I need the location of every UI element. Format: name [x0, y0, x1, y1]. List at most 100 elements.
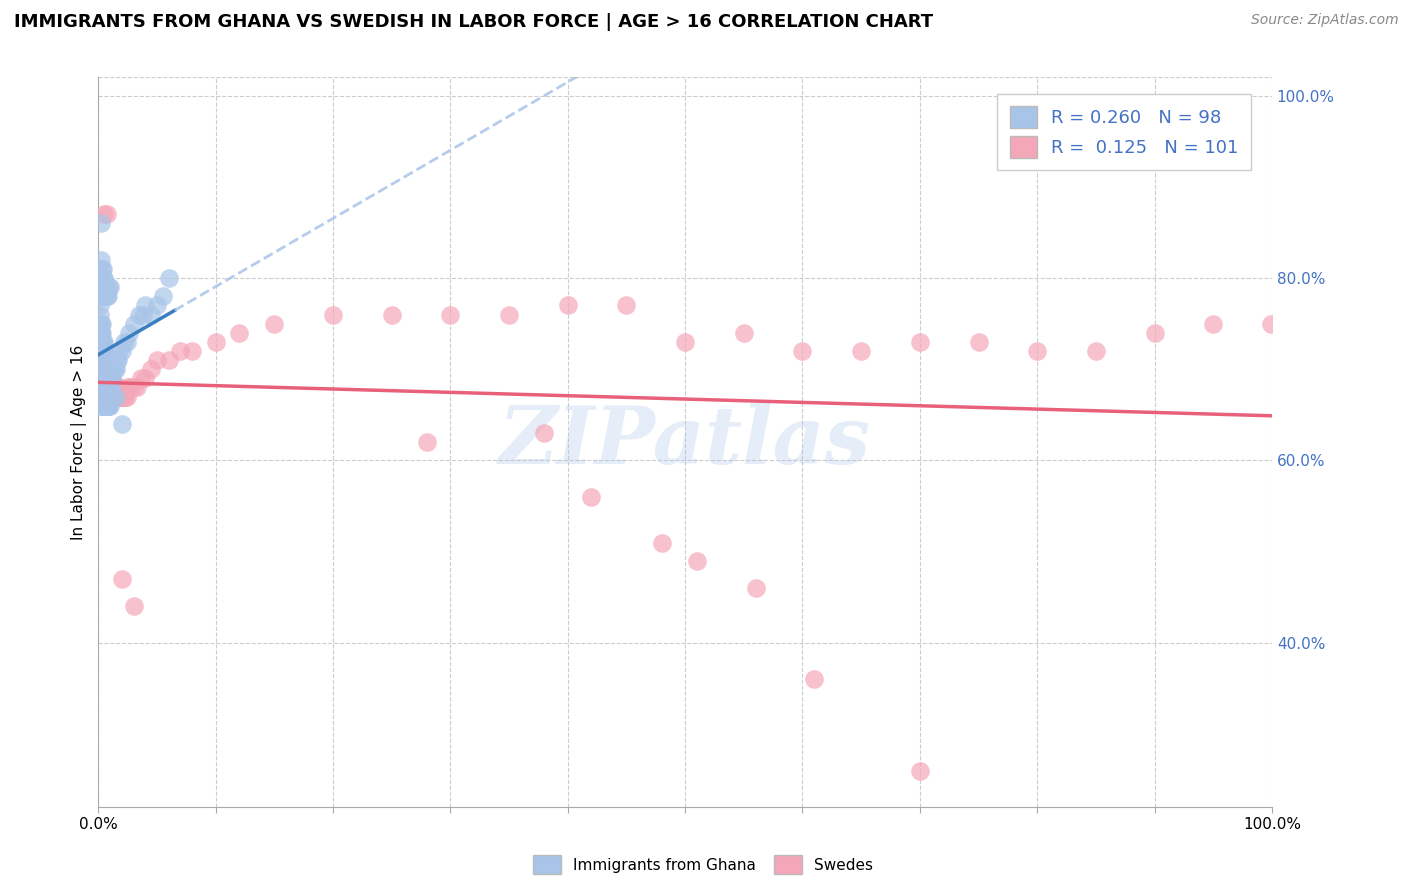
Point [104, 362, 127, 376]
Point [381, 308, 404, 322]
Point [90, 371, 112, 385]
Point [90, 380, 112, 394]
Point [91, 362, 114, 376]
Point [439, 308, 461, 322]
Point [94, 344, 117, 359]
Point [91, 380, 114, 394]
Point [97, 390, 120, 404]
Point [128, 308, 150, 322]
Point [94, 362, 117, 376]
Point [93, 207, 115, 221]
Point [97, 380, 120, 394]
Point [98, 399, 121, 413]
Point [1084, 344, 1107, 359]
Point [557, 298, 579, 312]
Point [107, 380, 129, 394]
Point [91, 371, 114, 385]
Point [107, 390, 129, 404]
Point [91, 362, 114, 376]
Point [89, 362, 111, 376]
Point [1143, 326, 1166, 340]
Point [90, 353, 112, 368]
Point [90, 362, 112, 376]
Point [967, 334, 990, 349]
Point [129, 371, 152, 385]
Point [91, 390, 114, 404]
Point [89, 344, 111, 359]
Point [90, 399, 112, 413]
Point [96, 380, 118, 394]
Point [416, 435, 439, 450]
Point [111, 390, 134, 404]
Point [111, 344, 134, 359]
Point [108, 344, 131, 359]
Point [96, 207, 118, 221]
Point [89, 326, 111, 340]
Point [90, 252, 112, 267]
Point [908, 334, 931, 349]
Point [103, 390, 125, 404]
Point [673, 334, 696, 349]
Point [93, 280, 115, 294]
Point [90, 334, 112, 349]
Point [89, 362, 111, 376]
Point [90, 317, 112, 331]
Point [90, 271, 112, 285]
Point [141, 362, 163, 376]
Point [181, 344, 204, 359]
Point [89, 380, 111, 394]
Point [93, 399, 115, 413]
Point [616, 298, 638, 312]
Point [91, 380, 114, 394]
Point [94, 380, 117, 394]
Point [90, 326, 112, 340]
Point [91, 280, 114, 294]
Point [157, 353, 180, 368]
Point [97, 280, 120, 294]
Point [112, 334, 135, 349]
Point [90, 380, 112, 394]
Point [96, 371, 118, 385]
Point [134, 298, 156, 312]
Point [91, 353, 114, 368]
Point [93, 344, 115, 359]
Point [107, 353, 129, 368]
Point [97, 380, 120, 394]
Point [1026, 344, 1049, 359]
Point [89, 334, 111, 349]
Point [90, 362, 112, 376]
Point [1260, 317, 1282, 331]
Point [93, 380, 115, 394]
Point [104, 362, 127, 376]
Point [146, 353, 169, 368]
Point [803, 673, 825, 687]
Point [96, 289, 118, 303]
Point [101, 380, 124, 394]
Point [122, 317, 145, 331]
Point [93, 334, 115, 349]
Point [100, 380, 122, 394]
Point [97, 380, 120, 394]
Point [112, 390, 135, 404]
Point [93, 353, 115, 368]
Point [98, 390, 121, 404]
Point [108, 380, 131, 394]
Point [114, 390, 136, 404]
Point [125, 380, 148, 394]
Text: Source: ZipAtlas.com: Source: ZipAtlas.com [1251, 13, 1399, 28]
Point [93, 353, 115, 368]
Point [90, 262, 112, 277]
Point [100, 390, 122, 404]
Point [132, 308, 155, 322]
Point [90, 371, 112, 385]
Point [533, 426, 555, 441]
Point [91, 371, 114, 385]
Point [90, 362, 112, 376]
Point [90, 362, 112, 376]
Point [93, 271, 115, 285]
Point [157, 271, 180, 285]
Legend: R = 0.260   N = 98, R =  0.125   N = 101: R = 0.260 N = 98, R = 0.125 N = 101 [997, 94, 1251, 170]
Point [581, 490, 603, 504]
Point [105, 390, 128, 404]
Point [105, 353, 128, 368]
